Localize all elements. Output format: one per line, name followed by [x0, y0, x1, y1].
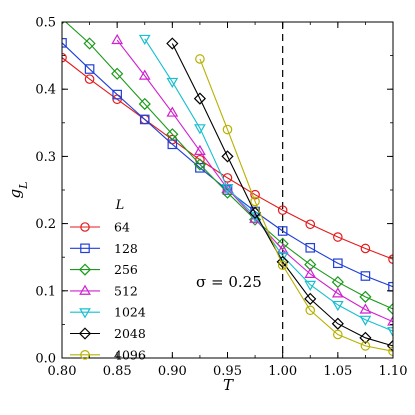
- series-line-L64: [62, 57, 393, 260]
- data-point-L2048: [359, 331, 372, 344]
- data-point-L512: [304, 267, 317, 278]
- legend-marker-L64: [80, 222, 90, 232]
- data-point-L4096: [222, 124, 233, 135]
- data-point-L256: [111, 67, 124, 80]
- data-point-L2048: [221, 150, 234, 163]
- data-point-L2048: [166, 37, 179, 50]
- data-point-L64: [84, 74, 95, 84]
- data-point-L1024: [304, 280, 317, 291]
- y-tick-label: 0.1: [35, 284, 56, 299]
- data-point-L512: [331, 287, 344, 298]
- data-point-L64: [277, 205, 288, 215]
- data-point-L1024: [194, 124, 206, 135]
- y-axis-label: gL: [6, 182, 30, 199]
- data-point-L512: [194, 144, 206, 155]
- plot-area: [62, 22, 393, 358]
- data-point-L64: [62, 52, 67, 63]
- data-point-L512: [138, 69, 151, 80]
- data-point-L128: [139, 114, 150, 125]
- data-point-L2048: [248, 206, 262, 219]
- legend-label-L128: 128: [114, 241, 138, 256]
- data-point-L512: [166, 106, 179, 117]
- legend-label-L64: 64: [114, 220, 130, 235]
- data-point-L256: [386, 302, 393, 316]
- data-point-L256: [138, 97, 151, 111]
- data-point-L4096: [277, 260, 288, 271]
- y-tick-label: 0.3: [35, 150, 56, 165]
- data-point-L256: [359, 290, 372, 303]
- x-tick-label: 1.00: [268, 364, 297, 379]
- data-point-L2048: [193, 92, 207, 105]
- data-point-L512: [359, 303, 372, 314]
- data-point-L256: [83, 37, 96, 50]
- data-point-L256: [166, 128, 179, 141]
- data-point-L2048: [331, 317, 344, 330]
- data-point-L4096: [250, 196, 260, 207]
- data-point-L512: [111, 33, 124, 45]
- data-point-L64: [360, 243, 371, 254]
- series-line-L128: [62, 42, 393, 288]
- x-tick-label: 1.10: [379, 364, 408, 379]
- legend: L 64 128 256 512 1024 2048 4096: [70, 198, 146, 362]
- series-line-L1024: [144, 38, 393, 332]
- data-point-L128: [305, 242, 316, 253]
- data-point-L4096: [333, 329, 343, 340]
- x-tick-label: 1.05: [323, 364, 352, 379]
- data-point-L128: [277, 226, 288, 236]
- legend-label-L2048: 2048: [114, 326, 146, 341]
- x-tick-label: 0.85: [103, 364, 132, 379]
- axes: 0.80 0.85 0.90 0.95 1.00 1.05 1.10 0.0 0.1 0.2 0.3…: [35, 16, 407, 380]
- legend-marker-L1024: [79, 308, 91, 319]
- series-line-L4096: [199, 58, 393, 352]
- y-tick-label: 0.0: [35, 352, 56, 367]
- data-point-L128: [84, 64, 95, 74]
- data-point-L1024: [138, 34, 151, 46]
- x-tick-label: 0.95: [213, 364, 242, 379]
- data-point-L1024: [221, 184, 234, 195]
- data-point-L64: [305, 219, 316, 230]
- data-point-L1024: [166, 77, 179, 89]
- data-point-L1024: [359, 315, 372, 326]
- data-point-L4096: [360, 341, 371, 351]
- data-point-L64: [333, 232, 343, 242]
- legend-marker-L4096: [80, 349, 90, 360]
- x-tick-label: 0.80: [48, 364, 77, 379]
- legend-label-L4096: 4096: [114, 347, 146, 362]
- data-point-L128: [62, 38, 67, 48]
- data-point-L256: [248, 213, 262, 226]
- data-point-L128: [112, 89, 122, 100]
- data-point-L128: [360, 271, 371, 281]
- data-point-L2048: [386, 339, 393, 353]
- data-point-L512: [276, 243, 289, 254]
- data-point-L1024: [387, 327, 393, 338]
- legend-marker-L512: [79, 284, 91, 295]
- legend-title: L: [115, 198, 125, 213]
- y-tick-label: 0.5: [35, 16, 56, 31]
- annotation-sigma: σ = 0.25: [196, 273, 262, 291]
- legend-label-L256: 256: [114, 262, 138, 277]
- legend-marker-L128: [80, 243, 90, 254]
- x-axis-label: T: [223, 376, 234, 394]
- data-point-L512: [387, 315, 393, 326]
- data-point-L4096: [195, 54, 205, 64]
- data-point-L64: [250, 189, 260, 200]
- legend-label-L1024: 1024: [114, 305, 146, 320]
- y-tick-label: 0.4: [35, 83, 56, 98]
- x-tick-label: 0.90: [158, 364, 187, 379]
- data-point-L128: [195, 163, 205, 173]
- data-point-L256: [193, 158, 207, 171]
- legend-marker-L256: [78, 263, 92, 276]
- series-line-L2048: [171, 43, 393, 347]
- data-point-L128: [333, 258, 343, 269]
- data-point-L4096: [305, 305, 316, 316]
- legend-marker-L2048: [78, 327, 92, 340]
- legend-label-L512: 512: [114, 283, 138, 298]
- data-point-L1024: [331, 300, 344, 312]
- data-point-L2048: [304, 292, 317, 305]
- y-tick-label: 0.2: [35, 217, 56, 232]
- data-point-L2048: [276, 255, 289, 269]
